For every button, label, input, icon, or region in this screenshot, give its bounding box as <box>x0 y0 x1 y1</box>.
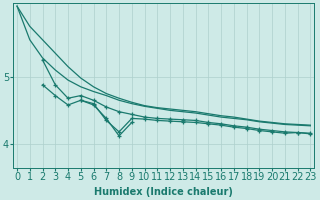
X-axis label: Humidex (Indice chaleur): Humidex (Indice chaleur) <box>94 187 233 197</box>
